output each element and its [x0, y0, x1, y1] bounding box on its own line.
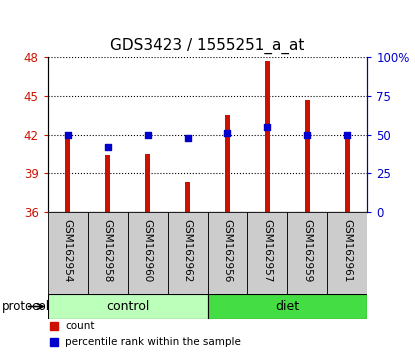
Point	[104, 144, 111, 150]
Bar	[345, 137, 350, 212]
Text: GSM162958: GSM162958	[103, 218, 112, 282]
FancyBboxPatch shape	[128, 212, 168, 294]
Bar	[105, 155, 110, 212]
Point	[184, 135, 191, 141]
Text: GSM162959: GSM162959	[303, 218, 312, 282]
FancyBboxPatch shape	[48, 212, 88, 294]
Text: count: count	[65, 321, 95, 331]
Bar	[65, 135, 70, 212]
FancyBboxPatch shape	[208, 294, 367, 319]
Point	[264, 124, 271, 130]
Text: protocol: protocol	[2, 300, 50, 313]
Text: GSM162957: GSM162957	[262, 218, 272, 282]
FancyBboxPatch shape	[287, 212, 327, 294]
Text: GSM162960: GSM162960	[143, 218, 153, 282]
Text: GSM162961: GSM162961	[342, 218, 352, 282]
Point	[224, 130, 231, 136]
Point	[344, 132, 351, 137]
FancyBboxPatch shape	[88, 212, 128, 294]
Point	[304, 132, 311, 137]
Bar	[185, 182, 190, 212]
Bar	[225, 115, 230, 212]
Point	[64, 132, 71, 137]
Title: GDS3423 / 1555251_a_at: GDS3423 / 1555251_a_at	[110, 38, 305, 54]
Text: GSM162962: GSM162962	[183, 218, 193, 282]
Text: percentile rank within the sample: percentile rank within the sample	[65, 337, 241, 347]
Text: diet: diet	[275, 300, 300, 313]
Text: GSM162954: GSM162954	[63, 218, 73, 282]
FancyBboxPatch shape	[168, 212, 208, 294]
Point	[144, 132, 151, 137]
Text: control: control	[106, 300, 149, 313]
Bar	[145, 154, 150, 212]
Text: GSM162956: GSM162956	[222, 218, 232, 282]
FancyBboxPatch shape	[327, 212, 367, 294]
Bar	[265, 61, 270, 212]
Bar	[305, 99, 310, 212]
FancyBboxPatch shape	[208, 212, 247, 294]
FancyBboxPatch shape	[247, 212, 287, 294]
FancyBboxPatch shape	[48, 294, 208, 319]
